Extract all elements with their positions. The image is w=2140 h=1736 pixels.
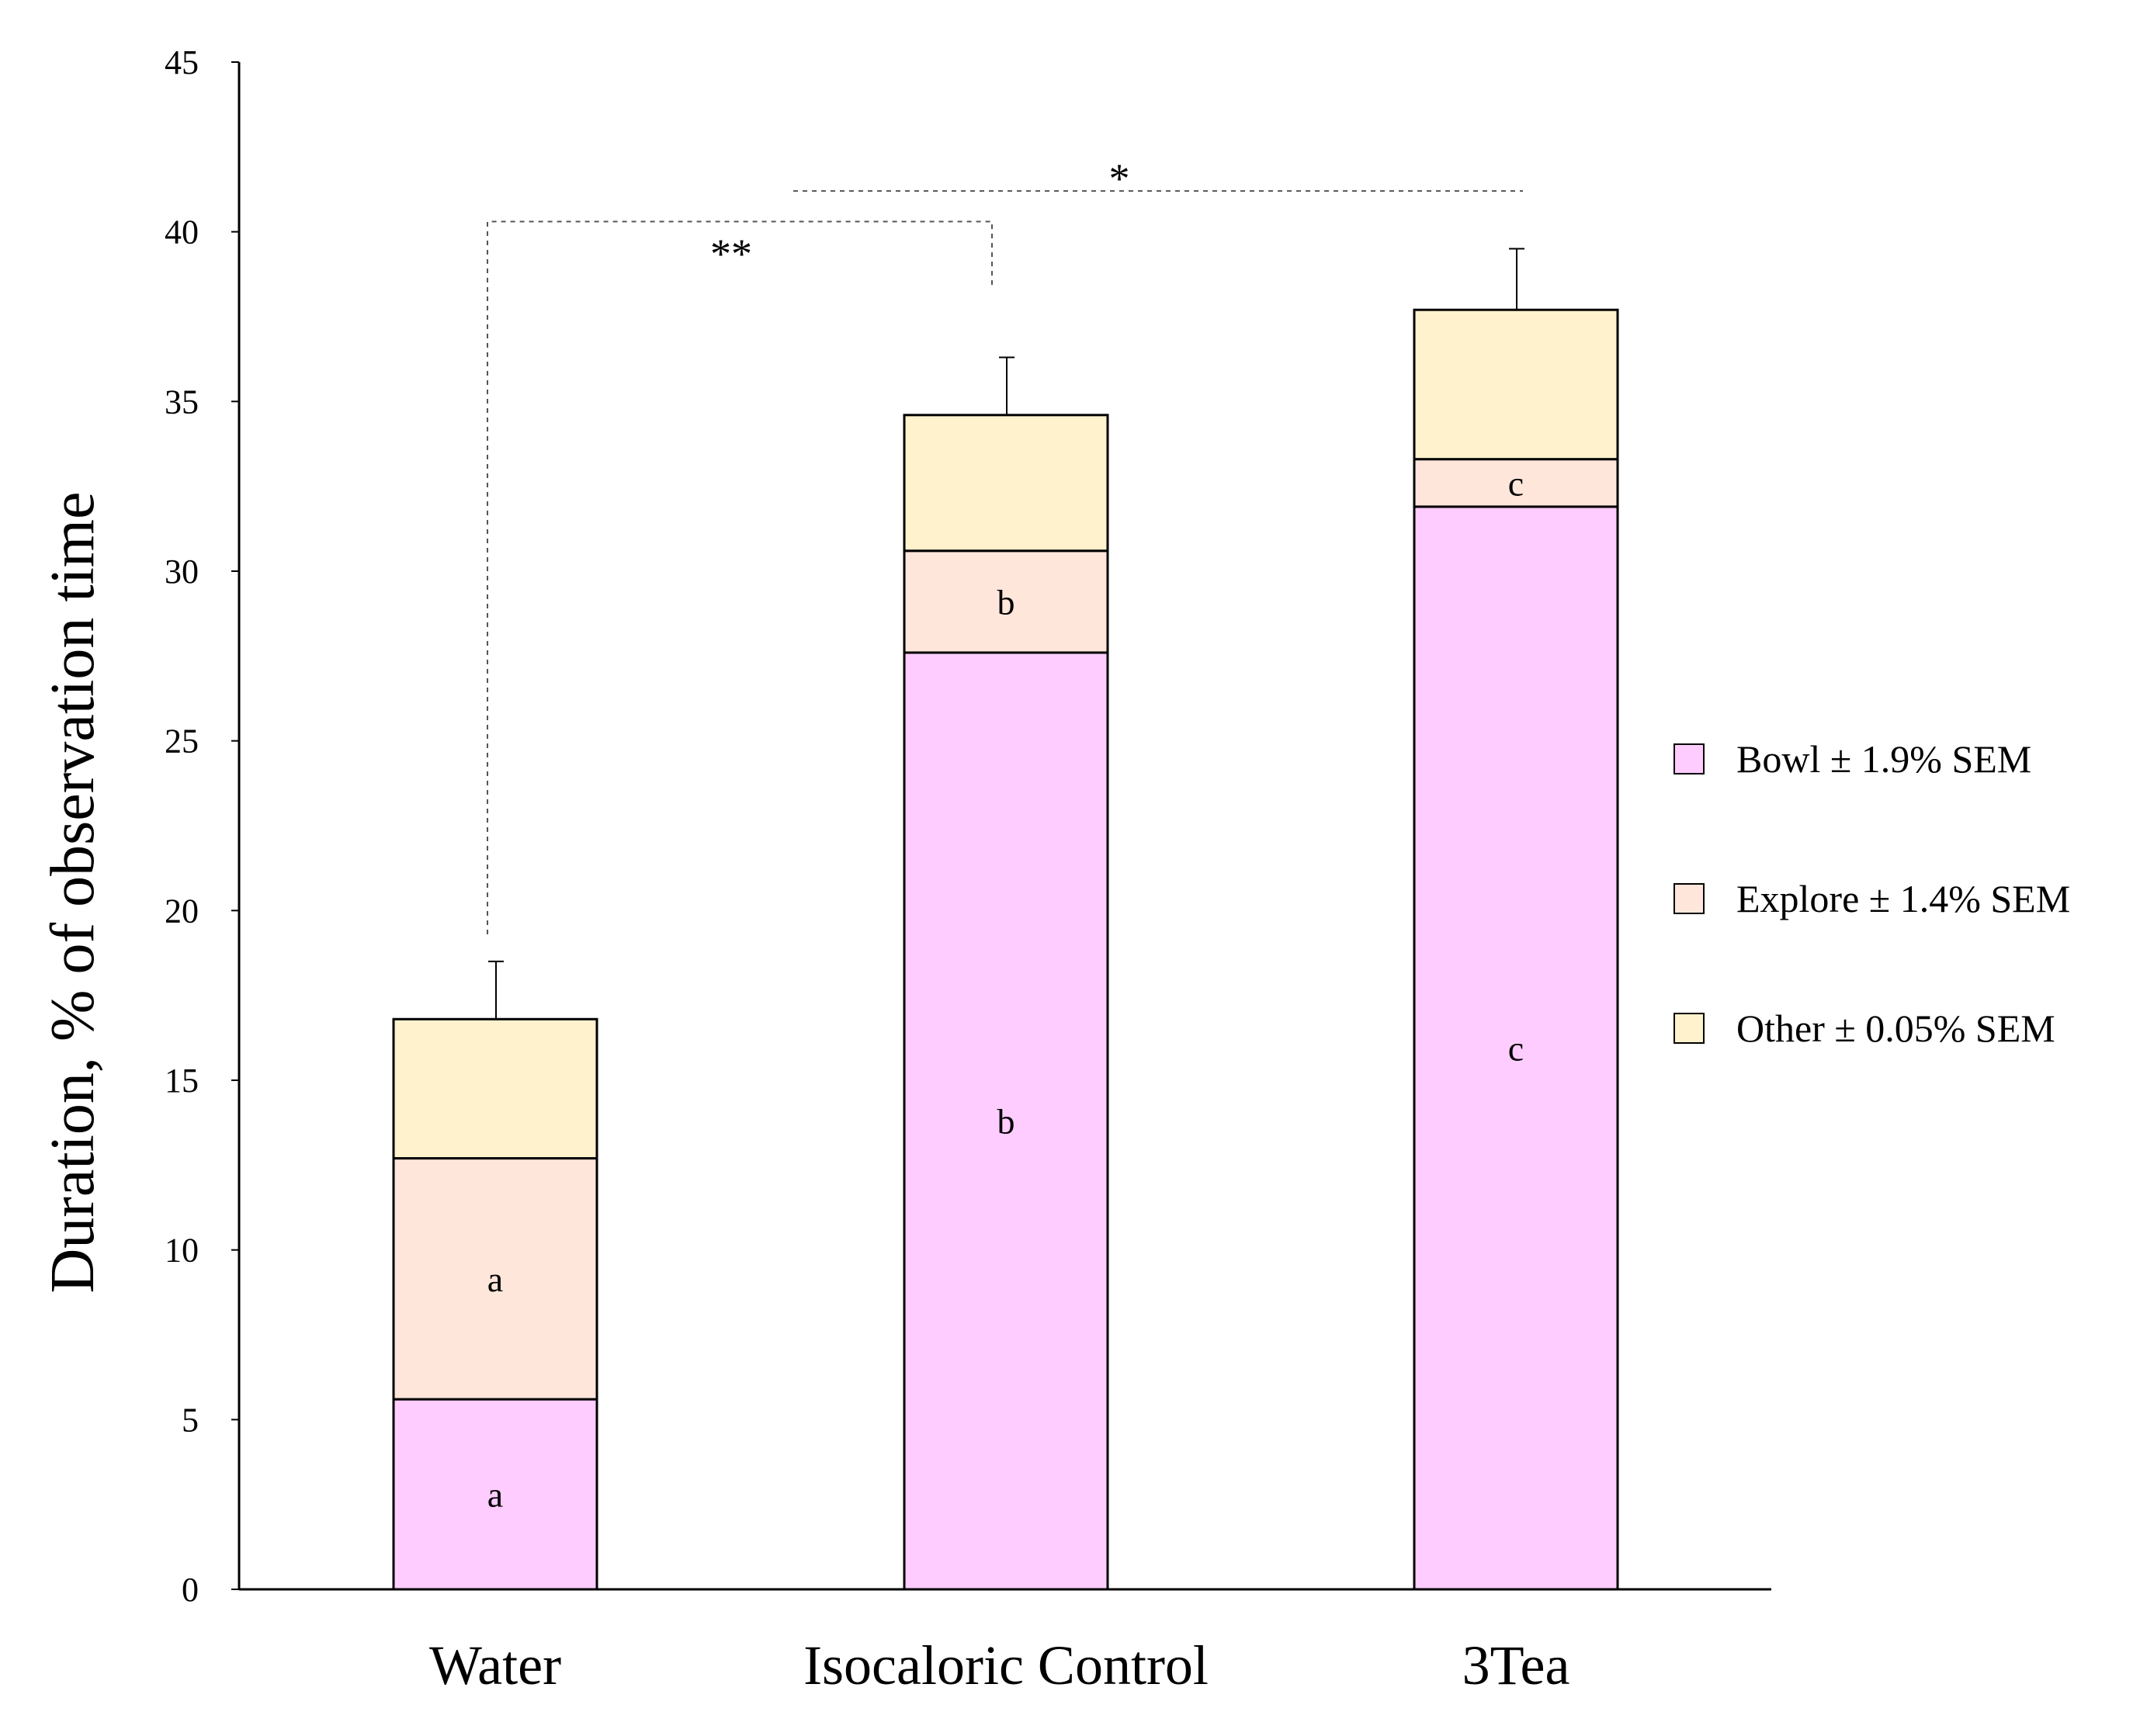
y-tick-label: 30 xyxy=(165,553,199,591)
bars: a a Water b b Isocaloric Control c c 3Tea xyxy=(392,248,1619,1696)
significance-brackets: *** xyxy=(487,155,1523,934)
legend-swatch xyxy=(1674,883,1705,914)
segment-label: b xyxy=(997,582,1015,622)
y-tick-label: 15 xyxy=(165,1062,199,1100)
bar-segment xyxy=(903,651,1109,1591)
bar-segment xyxy=(392,1017,598,1160)
bar-segment xyxy=(1413,308,1619,461)
legend-label: Bowl ± 1.9% SEM xyxy=(1736,737,2031,781)
legend-label: Other ± 0.05% SEM xyxy=(1736,1007,2055,1050)
legend: Bowl ± 1.9% SEM Explore ± 1.4% SEM Other ±… xyxy=(1674,737,2070,1050)
y-tick-label: 0 xyxy=(182,1571,199,1609)
segment-label: b xyxy=(997,1101,1015,1141)
bar-segment xyxy=(1413,505,1619,1591)
x-category-label: Isocaloric Control xyxy=(803,1634,1209,1696)
bar-segment xyxy=(1413,458,1619,508)
y-tick-label: 40 xyxy=(165,213,199,251)
legend-swatch xyxy=(1674,1013,1705,1044)
significance-marker: ** xyxy=(710,230,752,277)
bar-segment xyxy=(392,1398,598,1591)
segment-label: c xyxy=(1508,463,1524,503)
y-tick-label: 45 xyxy=(165,43,199,81)
x-category-label: Water xyxy=(429,1634,561,1696)
bar-segment xyxy=(392,1157,598,1401)
segment-label: a xyxy=(487,1475,503,1515)
legend-swatch xyxy=(1674,743,1705,774)
legend-label: Explore ± 1.4% SEM xyxy=(1736,877,2070,920)
significance-marker: * xyxy=(1109,155,1130,202)
y-tick-label: 25 xyxy=(165,722,199,761)
significance-bracket xyxy=(487,220,993,934)
y-tick-label: 5 xyxy=(182,1401,199,1439)
y-axis-label: Duration, % of observation time xyxy=(39,491,107,1293)
segment-label: c xyxy=(1508,1028,1524,1068)
y-tick-label: 35 xyxy=(165,383,199,421)
x-category-label: 3Tea xyxy=(1462,1634,1570,1696)
segment-label: a xyxy=(487,1260,503,1299)
bar-segment xyxy=(903,549,1109,654)
y-tick-label: 20 xyxy=(165,892,199,930)
y-tick-label: 10 xyxy=(165,1232,199,1270)
bar-segment xyxy=(903,414,1109,553)
